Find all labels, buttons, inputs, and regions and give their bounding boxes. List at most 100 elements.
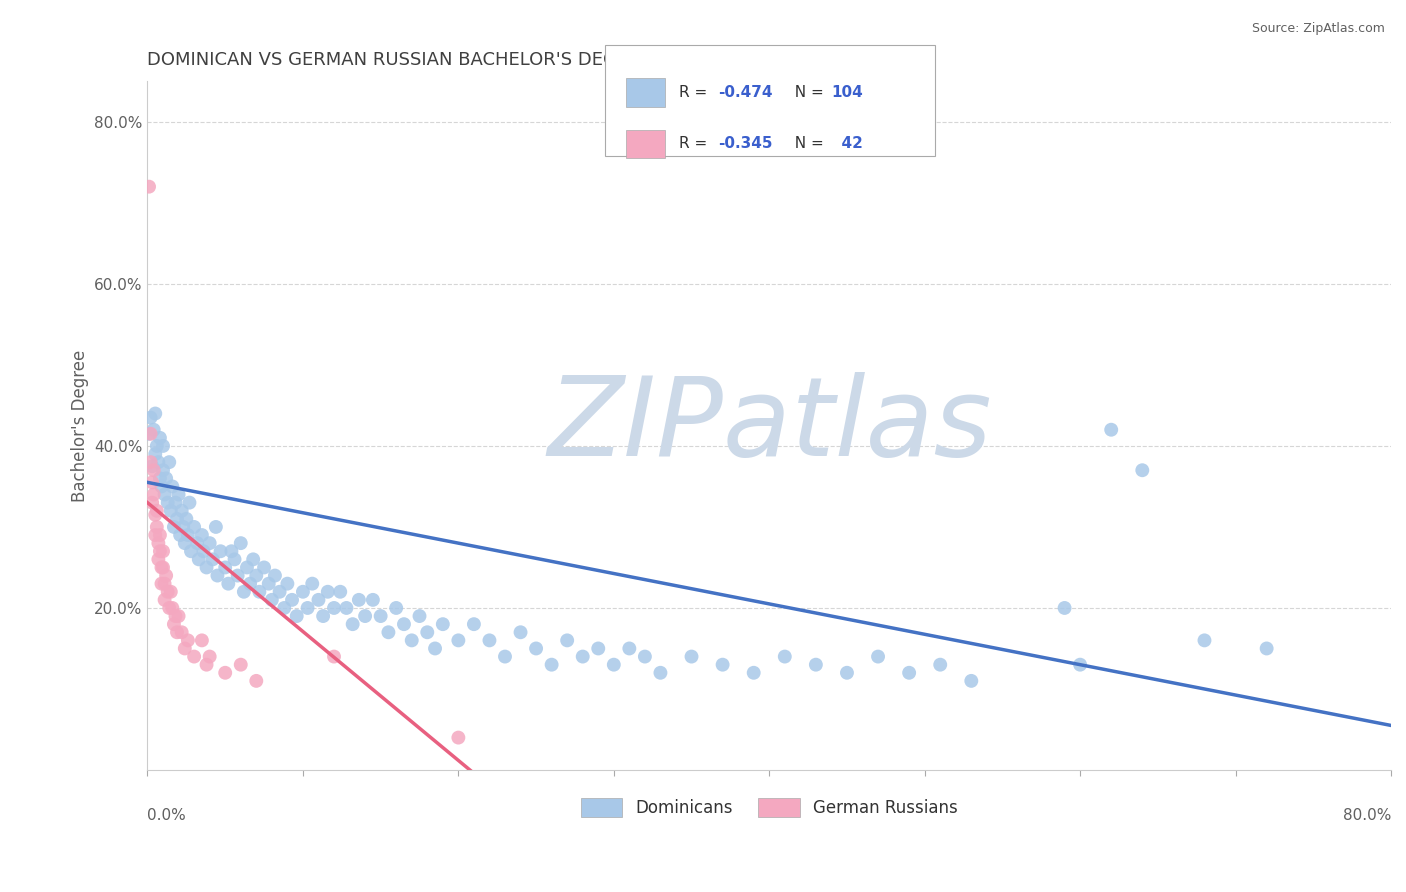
Point [149,431,172,445]
Point [155,568,177,582]
Point [494,649,516,664]
Point [198,649,221,664]
Point [165,609,187,624]
Point [166,625,188,640]
Point [281,592,304,607]
Point [150,576,173,591]
Point [187,552,209,566]
Point [152,544,174,558]
Point [201,552,224,566]
Point [408,609,430,624]
Point [152,439,174,453]
Point [253,560,276,574]
Point [159,584,181,599]
Point [167,609,190,624]
Point [312,609,335,624]
Point [868,649,890,664]
Point [323,601,346,615]
Point [423,641,446,656]
Point [232,584,254,599]
Point [308,592,330,607]
Point [143,447,166,461]
Point [804,657,827,672]
Point [1256,641,1278,656]
Point [463,617,485,632]
Point [370,609,392,624]
Point [229,657,252,672]
Point [960,673,983,688]
Point [138,179,160,194]
Point [335,601,357,615]
Point [191,528,214,542]
Point [416,625,439,640]
Point [142,423,165,437]
Point [835,665,858,680]
Point [150,560,173,574]
Point [169,528,191,542]
Point [214,665,236,680]
Point [297,601,319,615]
Point [217,576,239,591]
Text: -0.474: -0.474 [718,85,773,100]
Point [146,504,169,518]
Point [603,657,626,672]
Point [342,617,364,632]
Point [195,560,218,574]
Text: R =: R = [679,85,713,100]
Point [155,471,177,485]
Point [163,520,186,534]
Point [301,576,323,591]
Point [229,536,252,550]
Point [392,617,415,632]
Point [148,552,170,566]
Point [146,520,169,534]
Point [447,633,470,648]
Text: N =: N = [785,136,828,152]
Point [377,625,399,640]
Point [163,617,186,632]
Point [347,592,370,607]
Point [153,487,176,501]
Point [681,649,703,664]
Point [316,584,339,599]
Point [157,601,180,615]
Point [177,528,200,542]
Point [540,657,562,672]
Point [1053,601,1076,615]
Point [162,479,184,493]
Point [1069,657,1091,672]
Point [929,657,952,672]
Point [148,455,170,469]
Point [152,463,174,477]
Point [162,601,184,615]
Point [385,601,408,615]
Point [245,568,267,582]
Text: R =: R = [679,136,713,152]
Point [143,508,166,522]
Point [153,592,176,607]
Legend: Dominicans, German Russians: Dominicans, German Russians [574,791,965,823]
Text: ZIPatlas: ZIPatlas [547,372,991,479]
Point [226,568,249,582]
Point [139,455,162,469]
Point [588,641,610,656]
Point [742,665,765,680]
Point [323,649,346,664]
Point [177,633,200,648]
Point [898,665,921,680]
Point [478,633,501,648]
Point [245,673,267,688]
Point [186,536,208,550]
Point [173,641,195,656]
Point [619,641,641,656]
Point [432,617,454,632]
Point [170,504,193,518]
Point [264,568,287,582]
Point [149,471,172,485]
Point [1194,633,1216,648]
Point [193,544,215,558]
Point [242,552,264,566]
Text: 0.0%: 0.0% [148,808,186,823]
Point [139,426,162,441]
Point [273,601,295,615]
